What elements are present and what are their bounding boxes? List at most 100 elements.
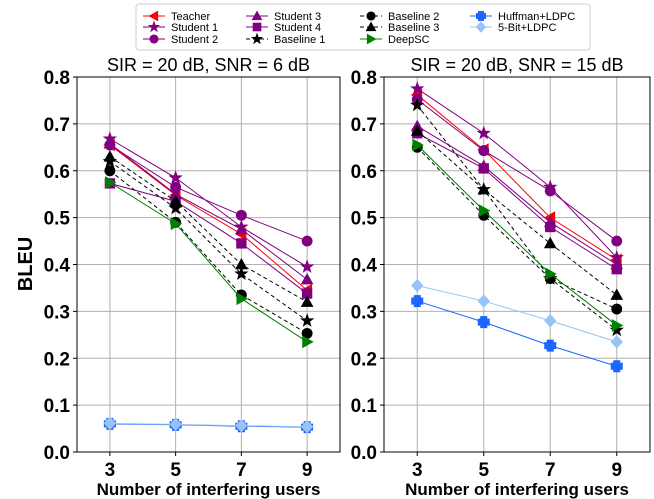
series-5-bit-ldpc [103,416,314,434]
y-axis-label: BLEU [15,237,37,291]
series-student-1 [410,81,624,264]
y-tick-label: 0.4 [44,256,71,277]
point-5-bit-ldpc-3 [411,278,424,293]
legend-label: Baseline 2 [388,11,439,23]
legend-marker [250,32,264,45]
point-deepsc-9 [611,319,624,332]
series-5-bit-ldpc [411,278,623,349]
series-line-baseline-2 [109,170,308,334]
y-tick-label: 0.8 [44,68,70,89]
series-line-student-1 [416,88,618,258]
point-5-bit-ldpc-7 [544,313,557,328]
x-tick-label: 5 [170,460,181,481]
panel-title: SIR = 20 dB, SNR = 6 dB [107,55,310,75]
point-deepsc-7 [545,267,557,281]
series-line-baseline-1 [416,104,618,331]
legend-marker [366,11,376,21]
series-line-student-2 [109,144,308,242]
y-tick-label: 0.2 [44,349,70,370]
series-line-baseline-2 [416,146,617,310]
y-tick-label: 0.0 [351,443,377,464]
panel-left: 0.0 0.1 0.2 0.3 0.4 0.5 0.6 0.7 0.8 3 5 7 9 SIR = 20 … [44,55,341,499]
point-student-4-7 [236,238,247,249]
series-line-baseline-3 [416,130,618,296]
point-baseline-1-3 [410,97,425,112]
legend-label: Student 1 [171,22,218,34]
point-deepsc-3 [104,176,117,189]
series-teacher [410,88,622,267]
series-student-1 [102,131,315,273]
y-tick-label: 0.0 [44,443,70,464]
point-deepsc-7 [236,292,248,306]
point-student-2-7 [235,209,247,221]
legend-entry-teacher: Teacher [143,10,210,23]
point-student-4-5 [478,163,489,174]
point-baseline-3-5 [169,194,182,207]
legend-marker [476,11,486,21]
legend-entry-baseline-3: Baseline 3 [360,21,439,34]
series-line-teacher [109,144,308,291]
series-baseline-1 [102,153,315,327]
series-line-student-1 [109,138,308,268]
y-tick-label: 0.3 [351,302,377,323]
series-deepsc [104,176,314,349]
point-baseline-3-7 [543,236,557,249]
series-line-student-4 [109,182,308,294]
point-student-1-3 [410,81,425,95]
y-tick-label: 0.8 [351,68,377,89]
series-line-deepsc [109,182,308,343]
legend-label: Teacher [171,11,210,23]
legend-entry-5-bit-ldpc: 5-Bit+LDPC [470,21,556,34]
point-baseline-1-5 [168,200,183,215]
point-5-bit-ldpc-5 [169,417,182,432]
series-line-student-3 [109,143,308,280]
legend-label: Baseline 3 [388,22,439,34]
legend-entry-deepsc: DeepSC [360,33,430,46]
series-huffman-ldpc [411,295,623,373]
point-baseline-3-3 [410,124,424,136]
legend-entry-huffman-ldpc: Huffman+LDPC [470,11,575,23]
legend-label: 5-Bit+LDPC [498,22,556,34]
point-student-3-7 [235,222,248,235]
point-deepsc-5 [478,204,491,217]
point-student-2-9 [301,235,313,247]
point-5-bit-ldpc-3 [103,416,117,431]
series-line-deepsc [416,144,618,326]
point-student-2-5 [478,145,490,157]
legend-label: Huffman+LDPC [498,11,575,23]
series-line-5-bit-ldpc [109,422,308,428]
x-tick-label: 9 [302,460,313,481]
series-student-2 [104,139,313,247]
y-tick-label: 0.6 [44,162,70,183]
legend-marker [148,10,159,22]
y-tick-label: 0.5 [351,209,378,230]
point-huffman-ldpc-5 [477,316,490,329]
x-axis-label: Number of interfering users [405,480,629,499]
point-student-1-5 [476,125,491,140]
x-tick-label: 3 [412,460,423,481]
series-student-3 [103,137,314,285]
legend-marker [366,33,377,45]
y-tick-label: 0.7 [44,115,70,136]
point-student-4-9 [611,264,622,275]
point-deepsc-9 [302,335,314,349]
point-huffman-ldpc-3 [411,295,424,308]
x-tick-label: 7 [236,460,247,481]
point-student-4-7 [545,221,556,233]
point-baseline-3-5 [477,182,491,195]
legend-label: Student 4 [274,22,321,34]
series-line-teacher [416,94,618,261]
x-tick-label: 3 [105,460,116,481]
series-line-5-bit-ldpc [417,285,617,343]
x-tick-label: 5 [478,460,489,481]
point-student-1-9 [299,259,315,273]
series-student-4 [104,178,313,299]
point-huffman-ldpc-7 [544,339,557,352]
y-tick-label: 0.1 [44,396,71,417]
series-line-student-2 [416,99,618,242]
panel-title: SIR = 20 dB, SNR = 15 dB [410,55,623,75]
point-deepsc-3 [412,138,424,152]
series-line-student-4 [417,132,618,270]
